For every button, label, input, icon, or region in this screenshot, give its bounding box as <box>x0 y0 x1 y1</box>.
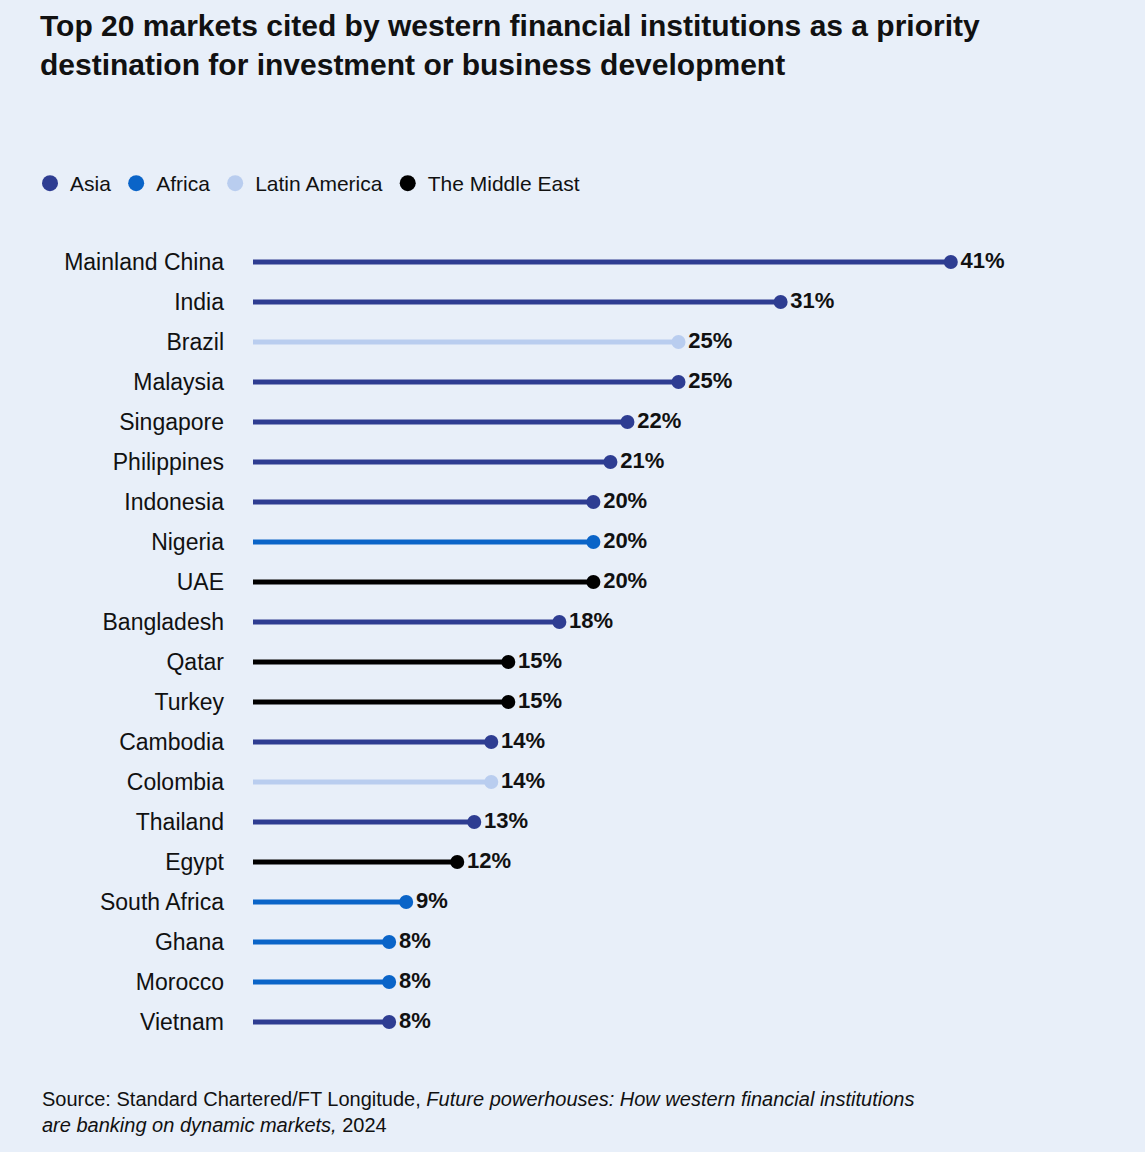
svg-text:20%: 20% <box>603 488 647 513</box>
svg-text:41%: 41% <box>961 248 1005 273</box>
svg-text:Top 20 markets cited by wester: Top 20 markets cited by western financia… <box>40 9 980 81</box>
svg-text:Indonesia: Indonesia <box>124 489 224 515</box>
svg-text:India: India <box>174 289 224 315</box>
svg-text:Egypt: Egypt <box>165 849 224 875</box>
svg-text:Malaysia: Malaysia <box>133 369 224 395</box>
svg-text:13%: 13% <box>484 808 528 833</box>
svg-text:22%: 22% <box>637 408 681 433</box>
svg-text:Morocco: Morocco <box>136 969 224 995</box>
svg-text:20%: 20% <box>603 528 647 553</box>
svg-text:Colombia: Colombia <box>127 769 224 795</box>
svg-text:Bangladesh: Bangladesh <box>103 609 225 635</box>
svg-text:20%: 20% <box>603 568 647 593</box>
svg-text:Singapore: Singapore <box>119 409 224 435</box>
svg-text:9%: 9% <box>416 888 448 913</box>
svg-text:25%: 25% <box>688 368 732 393</box>
svg-text:Philippines: Philippines <box>113 449 224 475</box>
svg-text:UAE: UAE <box>177 569 224 595</box>
svg-text:8%: 8% <box>399 1008 431 1033</box>
svg-text:Africa: Africa <box>156 172 210 195</box>
svg-text:Mainland China: Mainland China <box>64 249 224 275</box>
svg-text:Source: Standard Chartered/FT: Source: Standard Chartered/FT Longitude,… <box>42 1088 914 1136</box>
svg-text:Nigeria: Nigeria <box>151 529 224 555</box>
svg-text:Brazil: Brazil <box>166 329 224 355</box>
svg-text:The Middle East: The Middle East <box>428 172 580 195</box>
svg-text:Asia: Asia <box>70 172 111 195</box>
svg-text:21%: 21% <box>620 448 664 473</box>
svg-text:15%: 15% <box>518 648 562 673</box>
svg-text:Thailand: Thailand <box>136 809 224 835</box>
svg-text:25%: 25% <box>688 328 732 353</box>
svg-text:Ghana: Ghana <box>155 929 224 955</box>
svg-text:14%: 14% <box>501 768 545 793</box>
svg-text:Latin America: Latin America <box>255 172 383 195</box>
svg-text:Vietnam: Vietnam <box>140 1009 224 1035</box>
svg-text:14%: 14% <box>501 728 545 753</box>
svg-text:Qatar: Qatar <box>166 649 224 675</box>
svg-text:8%: 8% <box>399 968 431 993</box>
svg-text:South Africa: South Africa <box>100 889 224 915</box>
svg-text:12%: 12% <box>467 848 511 873</box>
svg-text:Turkey: Turkey <box>155 689 225 715</box>
svg-text:8%: 8% <box>399 928 431 953</box>
svg-text:Cambodia: Cambodia <box>119 729 224 755</box>
svg-text:31%: 31% <box>790 288 834 313</box>
svg-text:18%: 18% <box>569 608 613 633</box>
svg-text:15%: 15% <box>518 688 562 713</box>
